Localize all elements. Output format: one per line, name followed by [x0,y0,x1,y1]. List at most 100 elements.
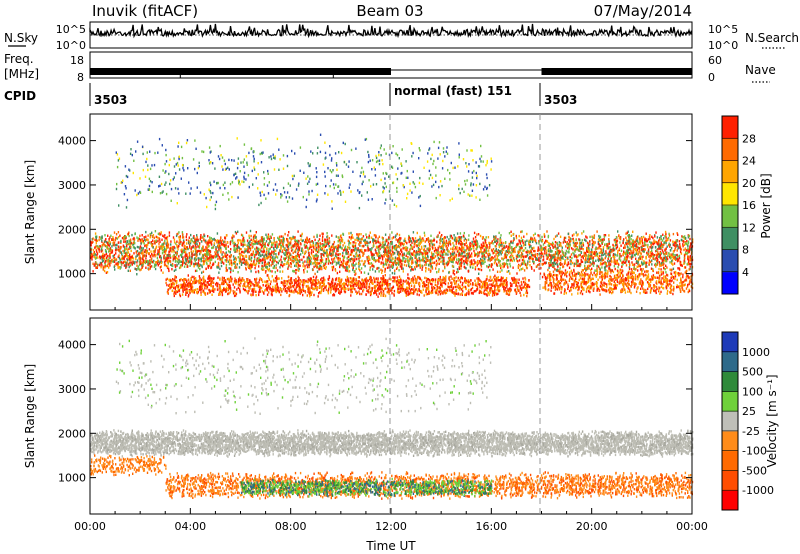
heatmap-cell [224,252,226,255]
heatmap-cell [246,249,249,253]
heatmap-cell [466,259,468,262]
heatmap-cell [95,239,97,242]
heatmap-cell [520,246,523,249]
heatmap-cell [580,260,582,264]
heatmap-cell [587,257,589,261]
heatmap-cell [115,244,117,247]
heatmap-cell [108,244,111,247]
heatmap-cell [335,235,337,238]
heatmap-cell [592,259,594,262]
heatmap-cell [239,252,241,256]
heatmap-cell [254,258,256,261]
heatmap-cell [413,251,415,254]
heatmap-cell [458,247,461,251]
heatmap-cell [365,241,367,244]
heatmap-cell [635,242,638,245]
heatmap-cell [642,249,644,252]
heatmap-cell [613,245,615,248]
heatmap-cell [134,267,136,270]
heatmap-cell [278,243,280,246]
heatmap-cell [632,248,635,251]
heatmap-cell [271,241,273,244]
heatmap-cell [180,260,182,263]
heatmap-cell [674,244,676,247]
heatmap-cell [411,268,413,271]
heatmap-cell [270,264,272,267]
heatmap-cell [380,246,383,249]
heatmap-cell [316,250,319,254]
heatmap-cell [213,242,216,245]
heatmap-cell [94,246,96,249]
heatmap-cell [111,251,113,254]
heatmap-cell [457,260,460,263]
heatmap-cell [220,248,222,251]
heatmap-cell [666,257,669,261]
heatmap-cell [255,270,257,274]
heatmap-cell [522,244,525,247]
heatmap-cell [443,237,445,240]
heatmap-cell [467,238,470,241]
heatmap-cell [235,247,237,250]
heatmap-cell [620,254,622,258]
heatmap-cell [639,265,641,268]
heatmap-cell [439,238,441,242]
heatmap-cell [129,245,131,249]
heatmap-cell [270,236,272,239]
heatmap-cell [475,247,478,251]
heatmap-cell [558,244,560,247]
heatmap-cell [420,258,422,262]
heatmap-cell [286,239,288,242]
heatmap-cell [372,241,375,245]
heatmap-cell [441,245,443,248]
heatmap-cell [276,246,278,250]
heatmap-cell [521,254,524,258]
heatmap-cell [134,247,136,250]
heatmap-cell [466,247,468,250]
heatmap-cell [274,256,276,259]
heatmap-cell [240,260,242,263]
heatmap-cell [665,239,667,242]
heatmap-cell [567,261,570,264]
heatmap-cell [124,260,126,263]
heatmap-cell [196,250,198,253]
heatmap-cell [448,238,450,241]
heatmap-cell [304,238,307,242]
heatmap-cell [688,248,690,252]
heatmap-cell [267,235,270,238]
heatmap-cell [275,255,278,258]
heatmap-cell [321,253,323,256]
heatmap-cell [294,239,296,242]
heatmap-cell [441,241,444,244]
heatmap-cell [295,261,298,265]
heatmap-cell [154,261,157,264]
heatmap-cell [188,252,190,255]
heatmap-cell [426,254,429,257]
heatmap-cell [127,269,129,272]
heatmap-cell [347,267,349,271]
heatmap-cell [601,251,604,255]
heatmap-cell [418,258,420,262]
heatmap-cell [221,258,223,261]
heatmap-cell [487,259,489,262]
heatmap-cell [543,246,545,250]
heatmap-cell [521,239,523,243]
heatmap-cell [505,250,507,253]
heatmap-cell [294,258,297,262]
heatmap-cell [625,253,627,256]
heatmap-cell [343,256,345,259]
heatmap-cell [128,265,130,269]
heatmap-cell [359,241,361,244]
heatmap-cell [636,252,639,255]
heatmap-cell [431,261,434,264]
heatmap-cell [251,265,253,268]
heatmap-cell [156,256,159,260]
heatmap-cell [315,244,317,247]
heatmap-cell [415,251,417,254]
heatmap-cell [372,268,374,271]
heatmap-cell [244,260,247,264]
heatmap-cell [608,234,610,237]
heatmap-cell [259,251,261,255]
heatmap-cell [652,257,654,260]
heatmap-cell [336,261,338,265]
heatmap-cell [302,264,304,268]
